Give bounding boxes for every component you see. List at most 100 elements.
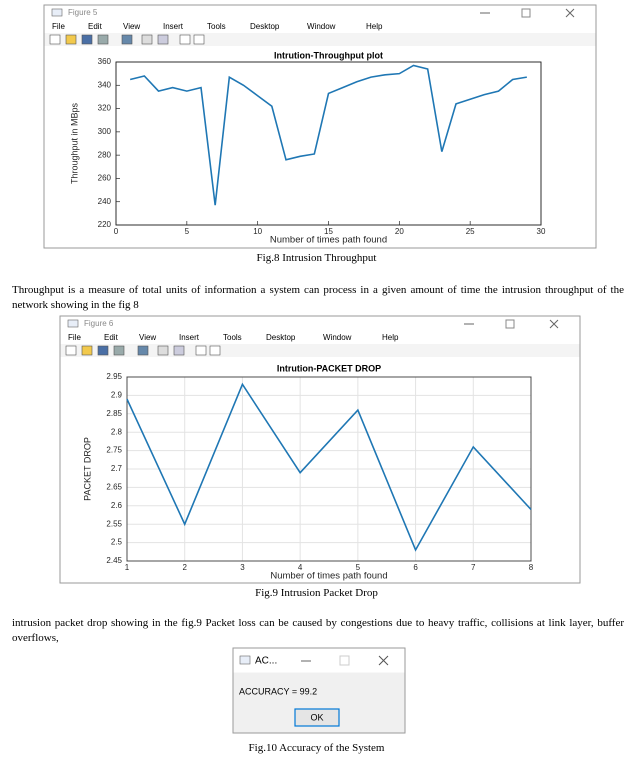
chart-title: Intrution-PACKET DROP: [277, 363, 381, 373]
maximize-icon: [505, 319, 515, 329]
toolbar-icon[interactable]: [97, 34, 109, 45]
window-title: Figure 5: [68, 8, 98, 17]
toolbar-icon[interactable]: [65, 345, 77, 356]
menu-item[interactable]: Desktop: [250, 22, 280, 31]
x-tick-label: 3: [240, 563, 245, 572]
toolbar-icon[interactable]: [193, 34, 205, 45]
toolbar-icon[interactable]: [141, 34, 153, 45]
window-title: Figure 6: [84, 319, 114, 328]
toolbar: [60, 344, 580, 357]
menu-item[interactable]: Tools: [223, 333, 242, 342]
x-tick-label: 0: [114, 227, 119, 236]
menu-item[interactable]: Window: [323, 333, 352, 342]
y-tick-label: 2.9: [111, 391, 123, 400]
paragraph: Throughput is a measure of total units o…: [12, 284, 624, 311]
caption: Fig.9 Intrusion Packet Drop: [255, 587, 378, 599]
menu-item[interactable]: Desktop: [266, 333, 296, 342]
data-line: [129, 64, 527, 206]
dialog-icon: [239, 655, 251, 665]
x-tick-label: 15: [324, 227, 333, 236]
y-tick-label: 2.5: [111, 538, 123, 547]
toolbar-icon[interactable]: [81, 345, 93, 356]
y-tick-label: 2.65: [106, 483, 122, 492]
y-tick-label: 300: [98, 127, 112, 136]
title-bar: [44, 5, 596, 20]
toolbar-icon[interactable]: [113, 345, 125, 356]
x-tick-label: 10: [253, 227, 262, 236]
x-tick-label: 1: [125, 563, 130, 572]
menu-bar: [60, 331, 580, 343]
menu-item[interactable]: View: [139, 333, 156, 342]
toolbar-icon[interactable]: [137, 345, 149, 356]
toolbar-icon[interactable]: [65, 34, 77, 45]
y-tick-label: 2.75: [106, 446, 122, 455]
x-tick-label: 2: [182, 563, 187, 572]
close-icon: [565, 8, 575, 18]
menu-bar: [44, 20, 596, 32]
y-tick-label: 220: [98, 220, 112, 229]
x-tick-label: 5: [185, 227, 190, 236]
menu-item[interactable]: Edit: [104, 333, 119, 342]
menu-item[interactable]: View: [123, 22, 140, 31]
ok-button-label[interactable]: OK: [310, 712, 323, 722]
y-tick-label: 280: [98, 150, 112, 159]
y-tick-label: 2.45: [106, 556, 122, 565]
window-icon: [67, 319, 79, 328]
x-axis-label: Number of times path found: [270, 235, 387, 246]
close-icon: [549, 319, 559, 329]
x-tick-label: 6: [413, 563, 418, 572]
y-tick-label: 2.55: [106, 519, 122, 528]
plot-border: [126, 376, 532, 562]
dialog-title-bar: [233, 648, 405, 673]
x-tick-label: 4: [298, 563, 303, 572]
toolbar-icon[interactable]: [97, 345, 109, 356]
y-tick-label: 260: [98, 174, 112, 183]
y-tick-label: 2.7: [111, 464, 123, 473]
x-tick-label: 20: [395, 227, 404, 236]
y-tick-label: 340: [98, 80, 112, 89]
maximize-icon: [521, 8, 531, 18]
y-tick-label: 360: [98, 57, 112, 66]
menu-item[interactable]: Tools: [207, 22, 226, 31]
chart-title: Intrution-Throughput plot: [274, 50, 383, 60]
x-tick-label: 25: [466, 227, 475, 236]
y-tick-label: 2.8: [111, 427, 123, 436]
caption: Fig.8 Intrusion Throughput: [256, 252, 377, 264]
toolbar-icon[interactable]: [179, 34, 191, 45]
plot-area: [115, 61, 542, 226]
window-icon: [51, 8, 63, 17]
toolbar-icon[interactable]: [195, 345, 207, 356]
y-tick-label: 2.85: [106, 409, 122, 418]
x-tick-label: 5: [356, 563, 361, 572]
toolbar-icon[interactable]: [157, 345, 169, 356]
y-tick-label: 2.6: [111, 501, 123, 510]
y-axis-label: PACKET DROP: [82, 437, 92, 501]
menu-item[interactable]: File: [68, 333, 81, 342]
caption: Fig.10 Accuracy of the System: [248, 742, 385, 754]
menu-item[interactable]: Help: [382, 333, 399, 342]
toolbar-icon[interactable]: [157, 34, 169, 45]
y-tick-label: 240: [98, 197, 112, 206]
toolbar-icon[interactable]: [49, 34, 61, 45]
data-line: [126, 382, 532, 552]
paragraph: intrusion packet drop showing in the fig…: [12, 617, 624, 644]
menu-item[interactable]: Window: [307, 22, 336, 31]
menu-item[interactable]: Help: [366, 22, 383, 31]
toolbar-icon[interactable]: [209, 345, 221, 356]
maximize-icon: [339, 655, 350, 666]
toolbar-icon[interactable]: [173, 345, 185, 356]
ok-button[interactable]: [294, 708, 340, 727]
dialog-title: AC...: [255, 656, 277, 667]
x-tick-label: 8: [529, 563, 534, 572]
menu-item[interactable]: Edit: [88, 22, 103, 31]
x-tick-label: 30: [537, 227, 546, 236]
toolbar-icon[interactable]: [121, 34, 133, 45]
menu-item[interactable]: Insert: [163, 22, 184, 31]
menu-item[interactable]: Insert: [179, 333, 200, 342]
toolbar-icon[interactable]: [81, 34, 93, 45]
plot-border: [115, 61, 542, 226]
menu-item[interactable]: File: [52, 22, 65, 31]
x-tick-label: 7: [471, 563, 476, 572]
